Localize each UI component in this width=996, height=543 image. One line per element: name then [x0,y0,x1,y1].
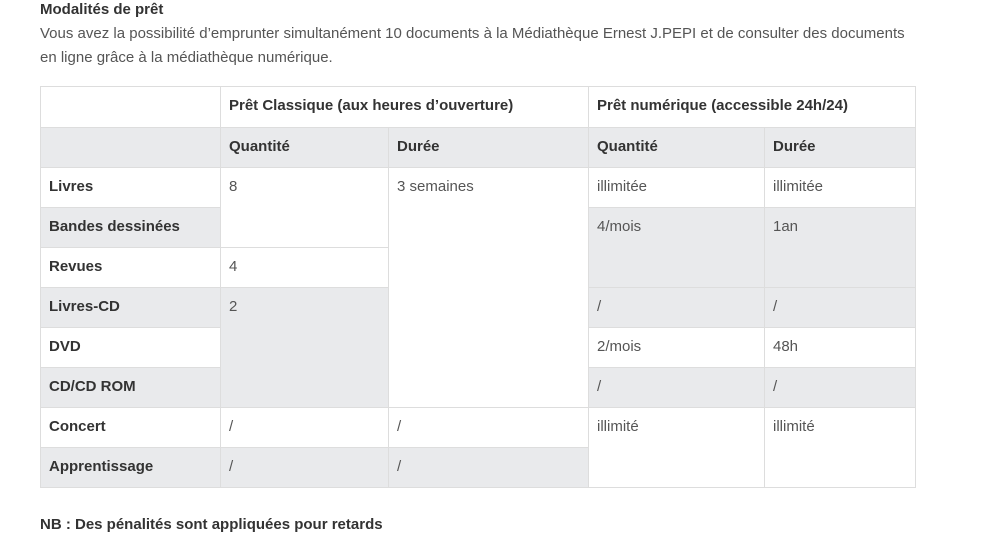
cell: / [588,367,765,408]
row-label: Livres-CD [40,287,221,328]
row-label: CD/CD ROM [40,367,221,408]
cell: illimité [588,407,765,488]
section-title: Modalités de prêt [40,1,164,18]
header-digital-qty: Quantité [588,127,765,168]
header-digital-dur: Durée [764,127,916,168]
row-label: Bandes dessinées [40,207,221,248]
empty-header-cell [40,86,221,128]
group-header-classic: Prêt Classique (aux heures d’ouverture) [220,86,589,128]
cell: / [764,287,916,328]
cell: 4/mois [588,207,765,288]
intro-text: Vous avez la possibilité d’emprunter sim… [40,25,905,66]
cell: / [388,407,589,448]
header-classic-qty: Quantité [220,127,389,168]
row-label: Apprentissage [40,447,221,488]
cell: / [220,407,389,448]
loan-table: Prêt Classique (aux heures d’ouverture) … [40,86,916,488]
cell: / [764,367,916,408]
empty-subheader-cell [40,127,221,168]
cell: illimité [764,407,916,488]
cell: 3 semaines [388,167,589,408]
cell: / [388,447,589,488]
row-label: Concert [40,407,221,448]
cell: illimitée [764,167,916,208]
cell: 2 [220,287,389,408]
penalty-note: NB : Des pénalités sont appliquées pour … [40,516,383,533]
cell: illimitée [588,167,765,208]
cell: 1an [764,207,916,288]
row-label: Livres [40,167,221,208]
cell: 2/mois [588,327,765,368]
cell: / [588,287,765,328]
group-header-digital: Prêt numérique (accessible 24h/24) [588,86,916,128]
row-label: DVD [40,327,221,368]
header-classic-dur: Durée [388,127,589,168]
cell: 4 [220,247,389,288]
cell: / [220,447,389,488]
cell: 8 [220,167,389,248]
row-label: Revues [40,247,221,288]
cell: 48h [764,327,916,368]
